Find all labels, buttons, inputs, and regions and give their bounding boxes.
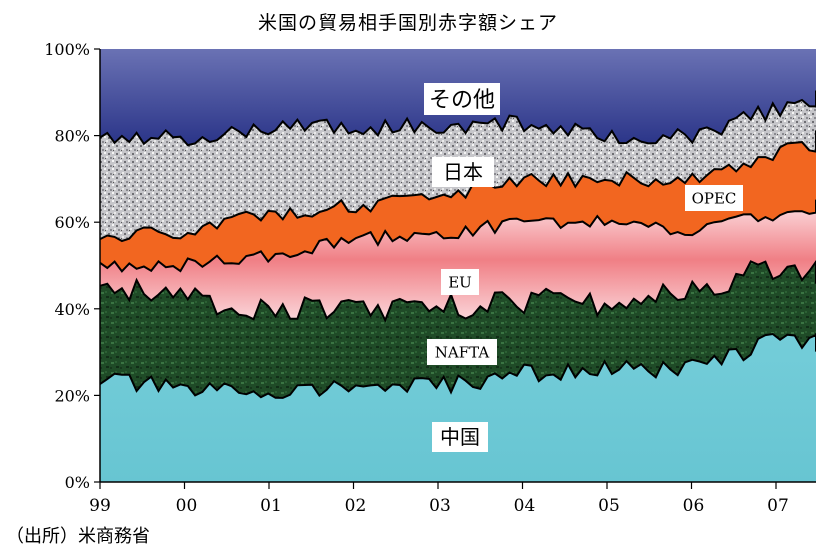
svg-text:その他: その他 — [429, 88, 495, 113]
x-tick-label: 06 — [683, 496, 705, 516]
svg-text:OPEC: OPEC — [692, 189, 737, 207]
x-tick-label: 05 — [598, 496, 620, 516]
series-label: EU — [441, 269, 479, 295]
y-tick-label: 40% — [54, 300, 90, 319]
boundary-中国 — [99, 332, 816, 399]
area-NAFTA — [100, 261, 816, 398]
x-tick-label: 99 — [89, 496, 111, 516]
svg-text:NAFTA: NAFTA — [435, 343, 490, 361]
boundary-NAFTA — [99, 259, 816, 323]
x-tick-label: 01 — [260, 496, 282, 516]
chart-title: 米国の貿易相手国別赤字額シェア — [257, 12, 558, 34]
svg-text:日本: 日本 — [443, 160, 483, 184]
x-tick-label: 03 — [429, 496, 451, 516]
svg-text:中国: 中国 — [440, 425, 480, 449]
source-note: （出所）米商務省 — [6, 526, 150, 547]
y-tick-label: 100% — [44, 40, 90, 59]
x-tick-label: 04 — [514, 496, 536, 516]
series-label: 日本 — [432, 157, 494, 187]
series-label: OPEC — [685, 185, 743, 211]
x-tick-label: 07 — [767, 496, 789, 516]
y-tick-label: 20% — [54, 386, 90, 405]
y-tick-label: 0% — [65, 473, 90, 492]
svg-text:EU: EU — [448, 273, 472, 291]
area-中国 — [100, 333, 816, 482]
series-label: その他 — [424, 83, 500, 115]
y-tick-label: 80% — [54, 127, 90, 146]
boundary-EU — [99, 199, 816, 273]
series-label: NAFTA — [427, 339, 497, 365]
boundary-日本 — [99, 90, 816, 147]
x-tick-label: 02 — [345, 496, 367, 516]
y-tick-label: 60% — [54, 213, 90, 232]
area-EU — [100, 199, 816, 321]
series-label: 中国 — [432, 422, 488, 452]
area-OPEC — [100, 130, 816, 272]
x-tick-label: 00 — [176, 496, 198, 516]
